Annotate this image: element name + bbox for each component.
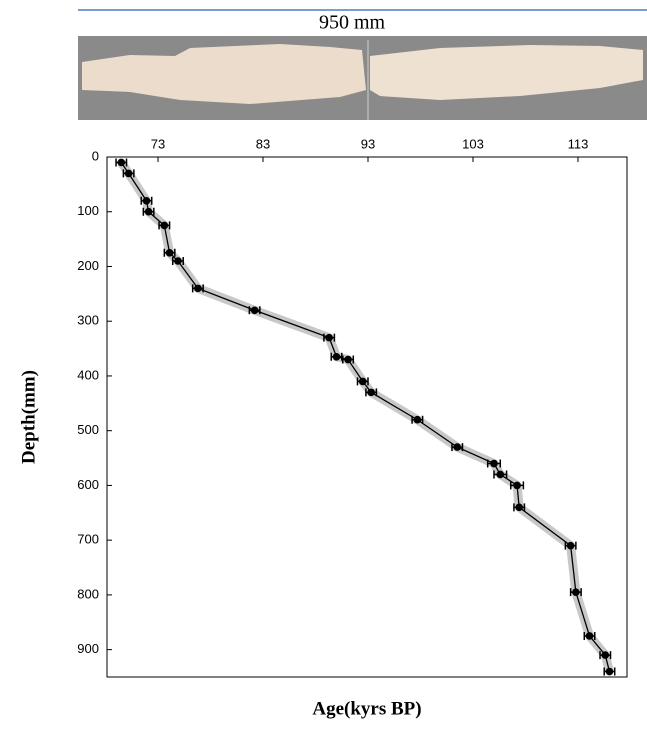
date-point (496, 470, 505, 479)
y-tick-label: 200 (77, 258, 99, 273)
x-tick-label: 103 (462, 136, 484, 151)
age-model-line (120, 162, 611, 672)
date-point (453, 443, 462, 451)
plot-frame (106, 156, 628, 678)
y-tick-label: 500 (77, 422, 99, 437)
date-point (358, 377, 367, 386)
x-tick-label: 83 (256, 136, 270, 151)
y-tick-label: 600 (77, 477, 99, 492)
date-point (174, 257, 182, 265)
date-point (142, 196, 151, 205)
y-tick-label: 0 (92, 148, 99, 163)
y-tick-label: 800 (77, 586, 99, 601)
date-point (332, 352, 341, 361)
core-piece (82, 44, 366, 104)
y-tick-label: 900 (77, 641, 99, 656)
date-point (325, 333, 333, 342)
y-tick-label: 400 (77, 367, 99, 382)
date-point (572, 588, 580, 596)
photo-label: 950 mm (319, 12, 386, 34)
x-tick-label: 93 (361, 136, 375, 151)
x-axis-label: Age(kyrs BP) (312, 698, 421, 719)
date-point (515, 503, 523, 512)
date-point (117, 158, 126, 167)
date-point (250, 306, 259, 315)
date-point (367, 388, 375, 397)
date-point (605, 667, 614, 676)
date-point (144, 207, 153, 216)
core-piece (370, 45, 643, 100)
x-tick-label: 113 (568, 136, 589, 151)
date-point (194, 284, 202, 293)
date-point (585, 632, 594, 640)
date-point (413, 415, 422, 424)
y-tick-label: 700 (77, 532, 99, 547)
x-tick-label: 73 (151, 136, 165, 151)
date-point (601, 651, 610, 659)
age-depth-plot: 73 83 93 103 113 0 100 200 300 400 500 600 700 800 900… (18, 136, 628, 719)
date-point (160, 221, 169, 230)
date-point (124, 169, 133, 178)
core-photo: 950 mm (78, 9, 647, 120)
date-point (513, 481, 521, 490)
uncertainty-band (117, 159, 614, 673)
y-tick-label: 100 (77, 203, 99, 218)
y-axis-label: Depth(mm) (18, 370, 39, 464)
date-point (165, 248, 174, 257)
date-point (490, 459, 498, 468)
date-point (344, 355, 352, 364)
date-point (566, 541, 575, 550)
y-tick-label: 300 (77, 313, 99, 328)
photo-header (78, 10, 647, 36)
